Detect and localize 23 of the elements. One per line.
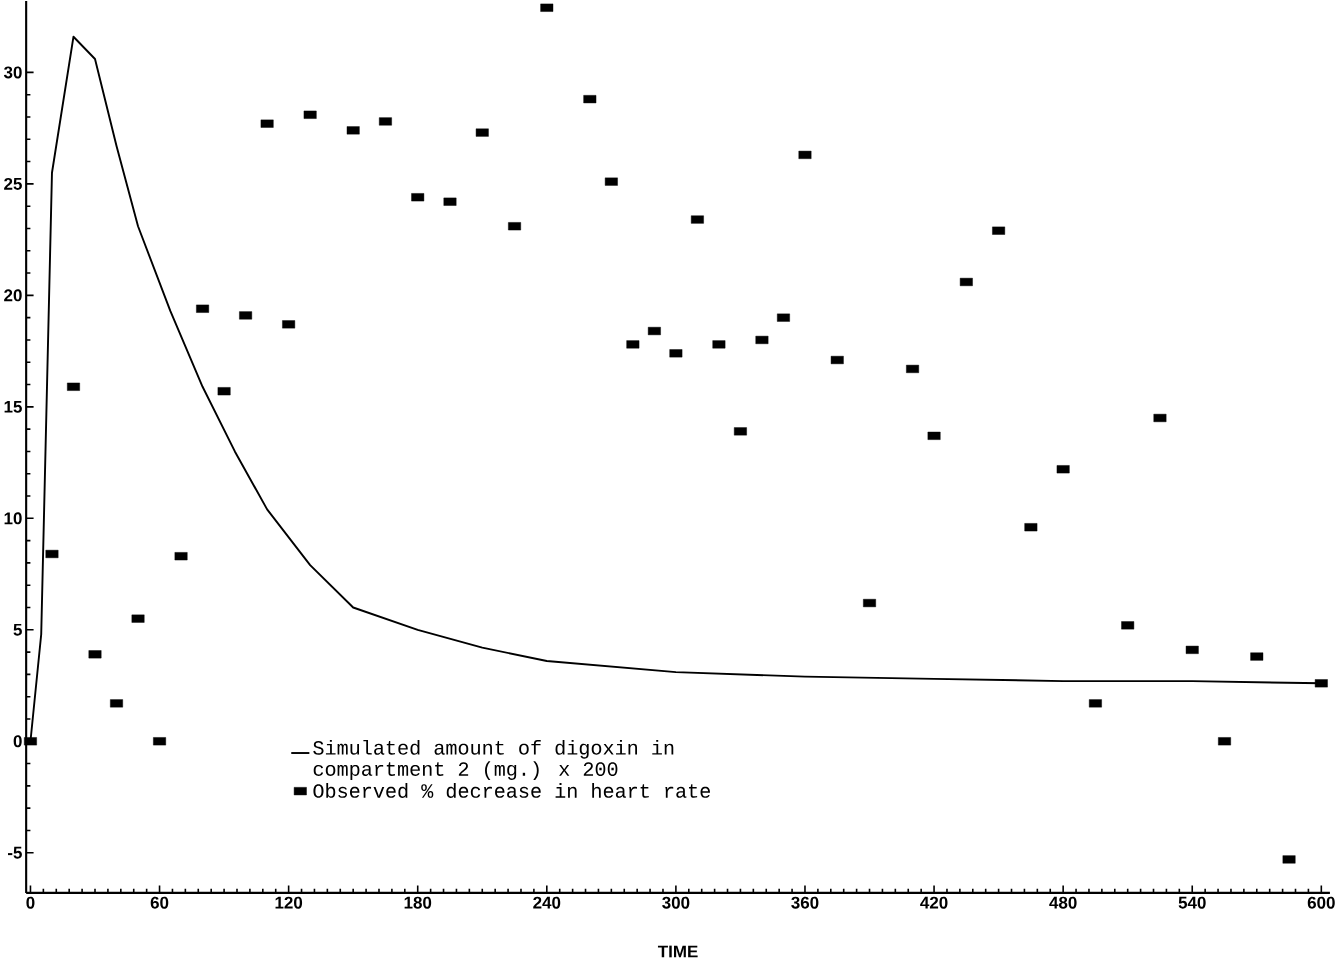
x-axis-title: TIME — [657, 945, 698, 958]
x-tick-label: 300 — [662, 896, 690, 909]
x-tick-label: 180 — [404, 896, 432, 909]
y-tick-label: 10 — [4, 512, 22, 525]
x-tick-label: 240 — [533, 896, 561, 909]
x-tick-label: 600 — [1307, 896, 1335, 909]
y-tick-label: 5 — [13, 623, 22, 636]
x-tick-label: 0 — [26, 896, 35, 909]
x-tick-label: 540 — [1178, 896, 1206, 909]
legend-label: Simulated amount of digoxin in compartment 2 (mg.) x 200 — [313, 740, 674, 780]
y-tick-label: 0 — [13, 735, 22, 748]
y-tick-label: 25 — [4, 177, 22, 190]
x-tick-label: 120 — [275, 896, 303, 909]
x-tick-label: 60 — [150, 896, 169, 909]
y-tick-label: 15 — [4, 400, 22, 413]
y-tick-label: -5 — [7, 846, 22, 859]
x-tick-label: 480 — [1049, 896, 1077, 909]
x-tick-label: 360 — [791, 896, 819, 909]
y-tick-label: 30 — [3, 66, 22, 79]
x-tick-label: 420 — [920, 896, 948, 909]
point — [906, 364, 919, 374]
legend-label: Observed % decrease in heart rate — [313, 783, 710, 798]
y-tick-label: 20 — [4, 289, 22, 302]
